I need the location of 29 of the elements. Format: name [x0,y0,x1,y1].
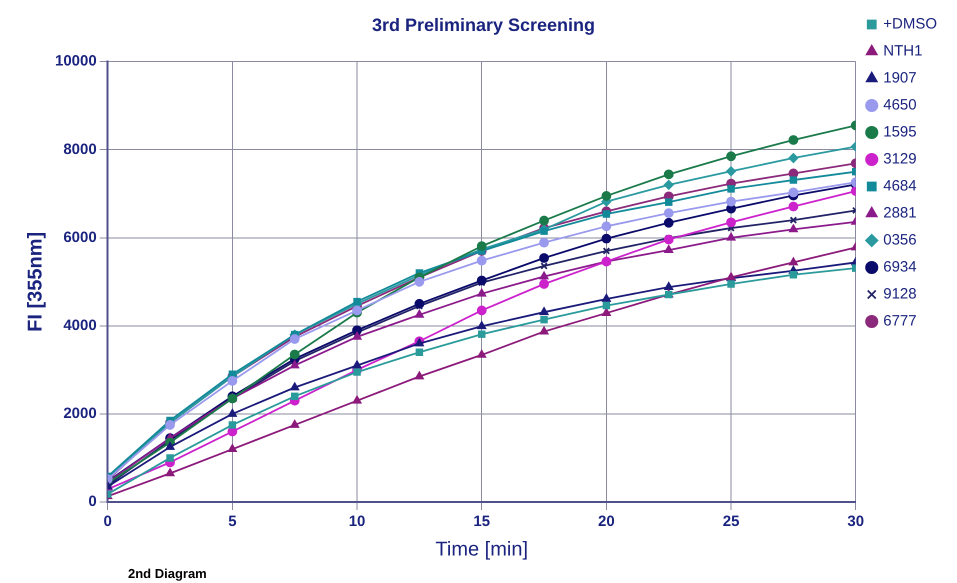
y-tick-label: 6000 [63,228,97,246]
x-tick-label: 20 [598,513,615,530]
text: 2nd Diagram [128,566,207,581]
x-tick-label: 5 [228,513,237,530]
legend-label: 1595 [883,124,917,141]
x-tick-label: 0 [104,513,112,530]
chart-title: 3rd Preliminary Screening [372,14,596,35]
legend-label: 0356 [883,232,917,249]
y-tick-label: 4000 [63,316,97,334]
legend-label: 9128 [883,286,917,303]
legend-label: NTH1 [883,42,922,60]
legend-label: 6934 [883,258,917,276]
y-tick-label: 8000 [63,140,97,158]
y-tick-label: 2000 [63,405,97,422]
x-tick-label: 30 [847,513,864,530]
y-axis-title: FI [355nm] [24,232,47,332]
legend-label: 2881 [883,204,917,222]
legend-label: 3129 [883,150,917,168]
legend-label: 4650 [883,96,917,114]
y-tick-label: 0 [88,493,97,510]
legend-label: +DMSO [883,16,938,33]
y-tick-label: 10000 [54,52,97,70]
x-tick-label: 25 [722,513,740,530]
legend-label: 1907 [883,70,917,87]
legend-label: 4684 [883,178,917,195]
x-tick-label: 15 [473,513,490,530]
x-tick-label: 10 [348,513,366,530]
legend-label: 6777 [883,312,917,330]
x-axis-title: Time [min] [435,538,528,561]
